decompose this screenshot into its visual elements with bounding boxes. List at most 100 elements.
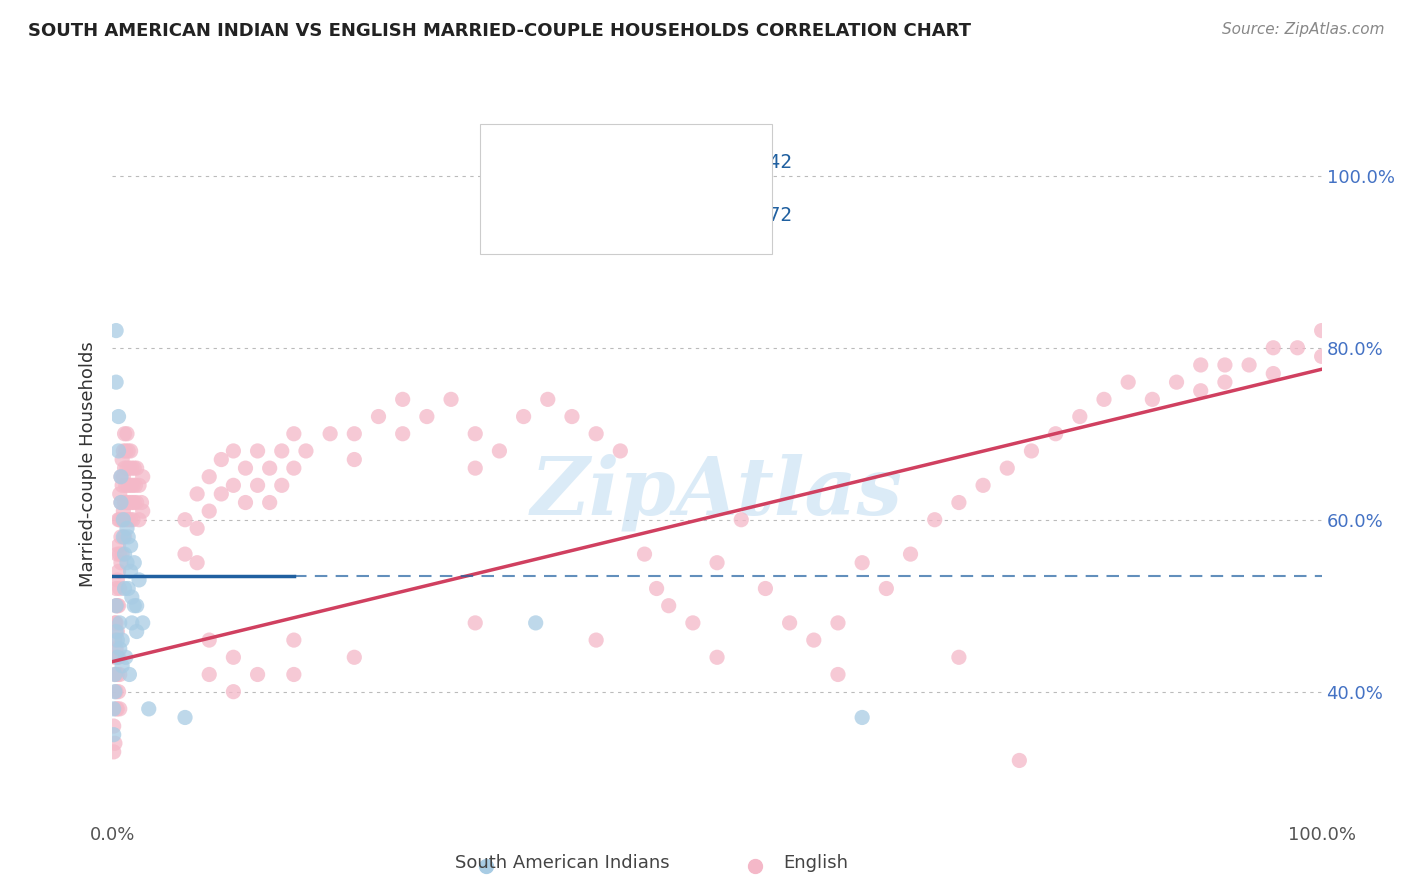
Point [488,444,510,458]
Point [779,615,801,630]
Point [131,495,153,509]
Point [111,513,134,527]
Point [108,702,131,716]
Point [103,745,125,759]
Point [125,624,148,639]
Point [122,495,145,509]
Point [115,461,138,475]
Point [416,409,439,424]
Point [121,461,143,475]
Point [283,426,305,441]
Point [105,375,128,389]
Point [121,495,143,509]
Point [706,650,728,665]
Point [198,667,221,681]
Point [367,409,389,424]
Point [105,702,128,716]
Point [114,547,136,561]
Point [524,615,547,630]
Point [132,504,155,518]
Point [132,615,155,630]
Point [1310,350,1333,364]
Point [105,667,128,681]
Point [270,478,292,492]
Point [124,478,146,492]
Point [270,444,292,458]
Text: R =  0.004   N =  42: R = 0.004 N = 42 [557,153,792,172]
Point [658,599,681,613]
Point [222,444,245,458]
Point [114,530,136,544]
Point [103,728,125,742]
Point [114,582,136,596]
Point [107,444,129,458]
Point [108,547,131,561]
Point [125,461,148,475]
Point [1189,384,1212,398]
Point [120,513,142,527]
Point [1008,754,1031,768]
Point [730,513,752,527]
Point [104,615,127,630]
Point [105,650,128,665]
Point [108,487,131,501]
Point [110,495,132,509]
Point [875,582,897,596]
Point [112,504,135,518]
Point [198,504,221,518]
Point [174,513,197,527]
Point [107,684,129,698]
Point [744,858,766,872]
Point [851,556,873,570]
Point [754,582,776,596]
Point [105,684,128,698]
Point [464,426,486,441]
Point [111,547,134,561]
Point [103,719,125,733]
Point [633,547,655,561]
Text: SOUTH AMERICAN INDIAN VS ENGLISH MARRIED-COUPLE HOUSEHOLDS CORRELATION CHART: SOUTH AMERICAN INDIAN VS ENGLISH MARRIED… [28,22,972,40]
Point [609,444,631,458]
Point [440,392,463,407]
Point [118,495,141,509]
Point [107,564,129,578]
Point [343,426,366,441]
Point [114,513,136,527]
Point [900,547,922,561]
Point [198,633,221,648]
Point [512,409,534,424]
Point [105,599,128,613]
Point [138,702,160,716]
Point [117,513,139,527]
Point [222,478,245,492]
Point [128,478,150,492]
Point [948,650,970,665]
Point [105,547,128,561]
Point [110,469,132,483]
Point [111,659,134,673]
Point [585,426,607,441]
Point [235,495,257,509]
Point [132,469,155,483]
Point [120,539,142,553]
Point [114,495,136,509]
Point [114,478,136,492]
Point [121,590,143,604]
Point [645,582,668,596]
Point [104,736,127,750]
Point [1286,341,1309,355]
Point [114,426,136,441]
Point [110,469,132,483]
Point [120,564,142,578]
Point [1189,358,1212,372]
Point [1310,324,1333,338]
Point [464,461,486,475]
Text: Source: ZipAtlas.com: Source: ZipAtlas.com [1222,22,1385,37]
Point [948,495,970,509]
Point [706,556,728,570]
Point [107,409,129,424]
Point [105,641,128,656]
Point [283,461,305,475]
Point [105,633,128,648]
Point [107,599,129,613]
